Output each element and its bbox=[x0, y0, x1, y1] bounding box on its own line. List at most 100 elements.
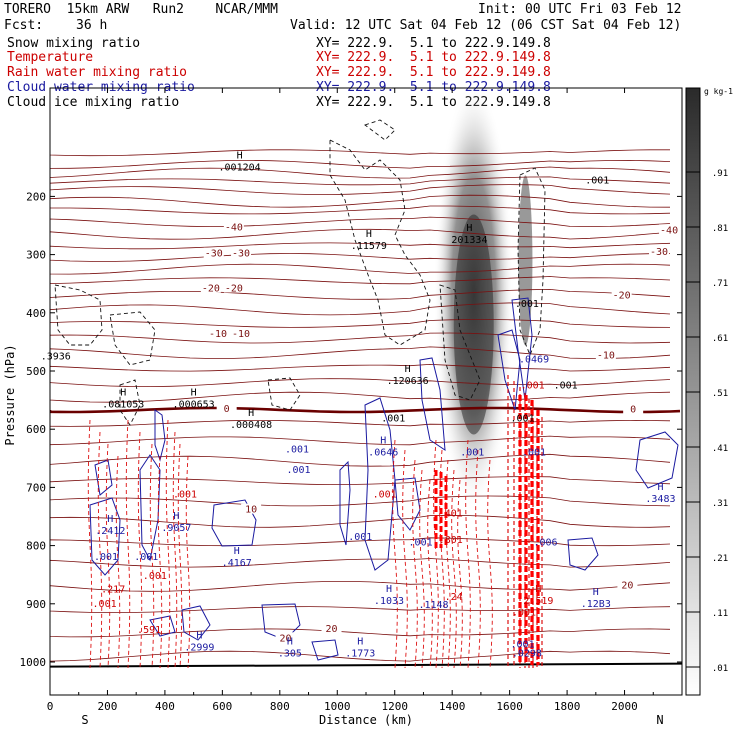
contour-value-label: .001 bbox=[554, 381, 578, 392]
cloud-water-contour bbox=[511, 297, 533, 401]
temperature-contour-label: -30 bbox=[205, 249, 223, 260]
cloud-ice-contour bbox=[517, 167, 546, 357]
contour-value-label: .401 bbox=[439, 509, 463, 520]
y-tick-label: 300 bbox=[26, 249, 46, 262]
colorbar-tick-label: .51 bbox=[712, 389, 728, 399]
x-tick-label: 1600 bbox=[496, 700, 523, 713]
x-tick-label: 800 bbox=[270, 700, 290, 713]
extremum-value: .3483 bbox=[645, 494, 675, 505]
extremum-value: 2.519 bbox=[523, 596, 553, 607]
field-xy-temperature: XY= 222.9. 5.1 to 222.9.149.8 bbox=[316, 50, 551, 65]
extremum-value: .3936 bbox=[41, 352, 71, 363]
temperature-contour bbox=[50, 159, 671, 169]
contour-value-label: .001 bbox=[286, 465, 310, 476]
init-time: Init: 00 UTC Fri 03 Feb 12 bbox=[478, 2, 682, 17]
extremum-value: .4167 bbox=[222, 558, 252, 569]
temperature-contour bbox=[50, 166, 671, 179]
y-tick-label: 400 bbox=[26, 307, 46, 320]
temperature-contour bbox=[50, 276, 671, 285]
valid-time: Valid: 12 UTC Sat 04 Feb 12 (06 CST Sat … bbox=[290, 18, 682, 33]
temperature-contour-label: -10 bbox=[209, 329, 227, 340]
rain-water-contour bbox=[125, 419, 131, 669]
cloud-ice-contour bbox=[267, 377, 301, 411]
rain-water-contour bbox=[172, 431, 178, 669]
temperature-contour bbox=[50, 184, 671, 196]
contour-value-label: .006 bbox=[533, 538, 557, 549]
extremum-value: 201334 bbox=[451, 235, 487, 246]
cloud-water-contour bbox=[635, 431, 679, 489]
contour-value-label: .001 bbox=[515, 299, 539, 310]
field-name-rain: Rain water mixing ratio bbox=[7, 65, 188, 80]
x-tick-label: 400 bbox=[155, 700, 175, 713]
rain-water-contour bbox=[97, 431, 103, 669]
contour-value-label: .001 bbox=[460, 447, 484, 458]
rain-water-contour bbox=[451, 469, 457, 669]
temperature-contour bbox=[50, 216, 671, 228]
contour-value-label: .0298 bbox=[512, 648, 542, 659]
rain-water-contour bbox=[457, 479, 463, 669]
forecast-label: Fcst: bbox=[4, 18, 44, 33]
temperature-contour bbox=[50, 378, 671, 388]
x-tick-label: 200 bbox=[98, 700, 118, 713]
contour-value-label: .001 bbox=[348, 532, 372, 543]
temperature-contour-label: 20 bbox=[280, 633, 292, 644]
extremum-marker: H bbox=[196, 631, 202, 642]
rain-water-contour bbox=[185, 455, 191, 669]
temperature-contour bbox=[50, 176, 671, 186]
colorbar-unit: g kg-1 bbox=[704, 87, 733, 96]
temperature-contour-label: -40 bbox=[660, 225, 678, 236]
extremum-marker: H bbox=[237, 150, 243, 161]
cloud-water-contour bbox=[419, 357, 446, 451]
cloud-ice-contour bbox=[439, 284, 481, 401]
temperature-contour bbox=[50, 288, 671, 300]
cloud-water-contour bbox=[181, 605, 211, 641]
temperature-contour-label: -20 bbox=[225, 284, 243, 295]
y-tick-label: 200 bbox=[26, 190, 46, 203]
rain-water-contour bbox=[105, 443, 111, 669]
colorbar-tick-label: .61 bbox=[712, 334, 728, 344]
cloud-water-contour bbox=[89, 497, 121, 576]
colorbar-tick-label: .31 bbox=[712, 499, 728, 509]
contour-value-label: .001 bbox=[511, 640, 535, 651]
temperature-contour bbox=[50, 319, 671, 328]
contour-value-label: .001 bbox=[522, 447, 546, 458]
field-name-cloud-ice: Cloud ice mixing ratio bbox=[7, 95, 180, 110]
cloud-ice-contour bbox=[364, 119, 396, 141]
temperature-contour bbox=[50, 346, 671, 359]
y-axis-label: Pressure (hPa) bbox=[3, 344, 17, 445]
temperature-contour bbox=[50, 391, 671, 403]
temperature-contour bbox=[50, 332, 671, 344]
x-tick-label: 0 bbox=[47, 700, 54, 713]
contour-value-label: .001 bbox=[93, 599, 117, 610]
cloud-water-contour bbox=[497, 329, 521, 411]
cloud-water-contour bbox=[149, 615, 176, 637]
field-name-snow: Snow mixing ratio bbox=[7, 36, 141, 51]
forecast-hour: 36 h bbox=[76, 18, 108, 33]
temperature-contour bbox=[50, 242, 671, 250]
temperature-contour bbox=[50, 363, 671, 372]
temperature-contour bbox=[50, 253, 671, 262]
temperature-contour-label: 20 bbox=[621, 580, 633, 591]
temperature-contour-label: 10 bbox=[245, 505, 257, 516]
temperature-contour bbox=[50, 149, 670, 157]
rain-water-contour bbox=[137, 431, 143, 669]
rain-water-contour bbox=[115, 455, 121, 669]
field-xy-snow: XY= 222.9. 5.1 to 222.9.149.8 bbox=[316, 36, 551, 51]
extremum-value: .000653 bbox=[173, 399, 215, 410]
extremum-value: .001204 bbox=[219, 162, 261, 173]
rain-water-contour bbox=[419, 469, 425, 669]
extremum-marker: H bbox=[357, 636, 363, 647]
x-tick-label: 1400 bbox=[439, 700, 466, 713]
colorbar-tick-label: .11 bbox=[712, 609, 728, 619]
cloud-water-contour bbox=[154, 409, 166, 462]
contour-value-label: .001 bbox=[381, 414, 405, 425]
extremum-marker: H bbox=[466, 223, 472, 234]
rain-water-contour bbox=[87, 419, 93, 669]
y-tick-label: 700 bbox=[26, 481, 46, 494]
surface-line bbox=[50, 662, 682, 668]
extremum-marker: H bbox=[234, 546, 240, 557]
temperature-contour bbox=[50, 495, 671, 507]
cloud-ice-contour bbox=[54, 284, 103, 346]
y-tick-label: 500 bbox=[26, 365, 46, 378]
